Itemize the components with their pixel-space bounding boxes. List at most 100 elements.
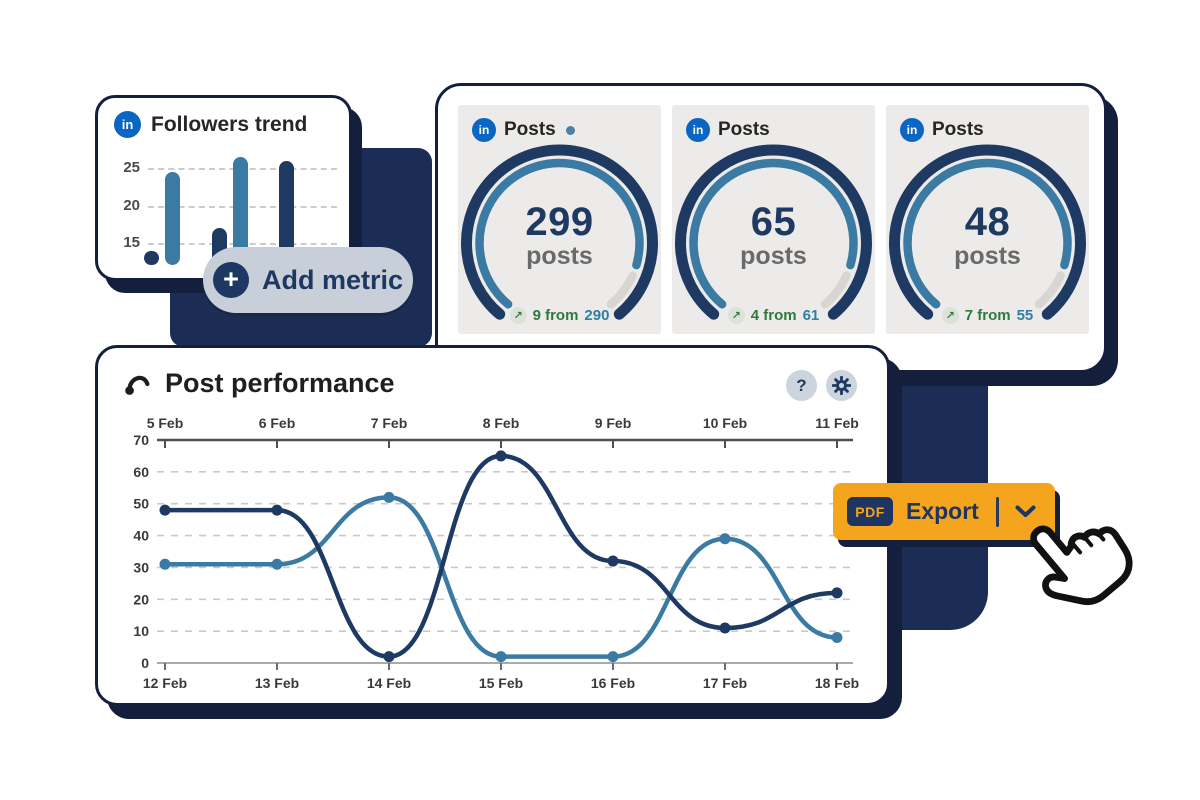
x-axis-label-top: 11 Feb bbox=[815, 415, 859, 431]
add-metric-button[interactable]: + Add metric bbox=[203, 247, 413, 313]
x-axis-label-top: 9 Feb bbox=[595, 415, 632, 431]
bar bbox=[278, 160, 294, 265]
y-axis-label: 40 bbox=[133, 528, 149, 544]
gauge-arc bbox=[889, 144, 1086, 320]
gauge-title: Posts bbox=[504, 119, 556, 140]
gauge-inner-arc bbox=[903, 158, 1072, 309]
gauge-remainder-arc bbox=[606, 271, 637, 309]
change-text: 7 from bbox=[964, 307, 1011, 324]
gauge-unit: posts bbox=[526, 242, 593, 270]
settings-button[interactable] bbox=[826, 370, 857, 401]
linkedin-icon: in bbox=[114, 111, 141, 138]
gauge-inner-arc bbox=[689, 158, 858, 309]
change-text: 4 from bbox=[750, 307, 797, 324]
gauge-value: 65 bbox=[750, 200, 797, 244]
add-metric-label: Add metric bbox=[261, 264, 404, 295]
series-dark-path bbox=[162, 453, 840, 659]
post-performance-card: Post performance ? 5 Feb 6 Feb 7 Feb 8 Feb 9… bbox=[95, 345, 890, 706]
post-performance-title: Post performance bbox=[165, 368, 395, 398]
change-previous-value: 290 bbox=[584, 307, 610, 324]
series-light-point bbox=[719, 533, 731, 545]
series-light-point bbox=[271, 558, 283, 570]
y-axis-label: 0 bbox=[141, 655, 149, 671]
posts-gauge-card: in Posts 65 posts ↗ 4 from 61 bbox=[672, 105, 875, 334]
posts-gauge-card: in Posts 48 posts ↗ 7 from 55 bbox=[886, 105, 1089, 334]
post-performance-line-chart: 5 Feb 6 Feb 7 Feb 8 Feb 9 Feb 10 Feb 11 Feb 12 … bbox=[133, 415, 859, 691]
change-text: 9 from bbox=[532, 307, 579, 324]
x-axis-label-bottom: 17 Feb bbox=[703, 675, 747, 691]
chevron-down-icon bbox=[1015, 505, 1036, 517]
gauge-arc bbox=[675, 144, 872, 320]
y-axis-label: 60 bbox=[133, 464, 149, 480]
x-axis-label-bottom: 12 Feb bbox=[143, 675, 187, 691]
trend-up-arrow-icon: ↗ bbox=[509, 307, 527, 324]
status-dot bbox=[565, 125, 575, 135]
y-axis-label: 10 bbox=[133, 623, 149, 639]
posts-gauges-panel: in Posts 299 posts ↗ 9 from 290 in Posts bbox=[435, 83, 1107, 373]
gauge-unit: posts bbox=[954, 242, 1021, 270]
x-axis-label-bottom: 15 Feb bbox=[479, 675, 523, 691]
posts-gauge-card: in Posts 299 posts ↗ 9 from 290 bbox=[458, 105, 661, 334]
bar bbox=[143, 250, 159, 265]
bar bbox=[232, 156, 248, 265]
y-axis-label: 15 bbox=[123, 234, 140, 251]
x-axis-label-top: 5 Feb bbox=[147, 415, 184, 431]
bar bbox=[164, 171, 180, 265]
x-axis-label-bottom: 18 Feb bbox=[815, 675, 859, 691]
performance-trend-icon bbox=[125, 375, 150, 395]
series-light-point bbox=[607, 651, 619, 663]
x-axis-label-bottom: 14 Feb bbox=[367, 675, 411, 691]
y-axis-label: 20 bbox=[123, 196, 140, 214]
x-axis-label-top: 6 Feb bbox=[259, 415, 296, 431]
linkedin-icon: in bbox=[472, 118, 496, 142]
trend-up-arrow-icon: ↗ bbox=[727, 307, 745, 324]
x-axis-label-top: 7 Feb bbox=[371, 415, 408, 431]
series-dark-point bbox=[607, 555, 619, 567]
gauge-remainder-arc bbox=[1034, 271, 1065, 309]
change-previous-value: 61 bbox=[802, 307, 820, 324]
series-light-point bbox=[383, 491, 395, 503]
linkedin-icon: in bbox=[686, 118, 710, 142]
series-dark-point bbox=[159, 504, 171, 516]
export-dropdown-toggle[interactable] bbox=[1015, 505, 1036, 518]
change-previous-value: 55 bbox=[1016, 307, 1034, 324]
gauge-unit: posts bbox=[740, 242, 807, 270]
export-label: Export bbox=[906, 498, 979, 524]
export-button[interactable]: PDF Export bbox=[833, 483, 1055, 540]
gauge-outer-arc bbox=[889, 144, 1086, 320]
pdf-badge: PDF bbox=[847, 497, 893, 526]
series-dark-point bbox=[271, 504, 283, 516]
series-dark-point bbox=[831, 587, 843, 599]
linkedin-icon: in bbox=[900, 118, 924, 142]
trend-up-arrow-icon: ↗ bbox=[941, 307, 959, 324]
x-axis-label-top: 10 Feb bbox=[703, 415, 747, 431]
series-dark-point bbox=[383, 651, 395, 663]
x-axis-label-top: 8 Feb bbox=[483, 415, 520, 431]
gauge-title: Posts bbox=[932, 119, 984, 140]
gauge-value: 48 bbox=[964, 200, 1011, 244]
export-divider bbox=[995, 496, 999, 527]
series-light-path bbox=[162, 495, 840, 659]
y-axis-label: 20 bbox=[133, 591, 149, 607]
gear-icon bbox=[832, 376, 851, 395]
y-axis-label: 25 bbox=[123, 159, 140, 176]
gauge-remainder-arc bbox=[820, 271, 851, 309]
gauge-inner-arc bbox=[475, 158, 644, 309]
series-dark-point bbox=[719, 622, 731, 634]
help-button[interactable]: ? bbox=[786, 370, 817, 401]
gauge-title: Posts bbox=[718, 119, 770, 140]
question-mark-icon: ? bbox=[796, 375, 807, 395]
gauge-outer-arc bbox=[675, 144, 872, 320]
followers-trend-title: Followers trend bbox=[151, 112, 308, 136]
gauge-outer-arc bbox=[461, 144, 658, 320]
gauge-arc bbox=[461, 144, 658, 320]
plus-icon: + bbox=[212, 262, 249, 298]
y-axis-label: 70 bbox=[133, 432, 149, 448]
series-light-point bbox=[159, 558, 171, 570]
gauge-value: 299 bbox=[525, 200, 594, 244]
series-light-point bbox=[495, 651, 507, 663]
hand-cursor-icon bbox=[1030, 525, 1133, 606]
y-axis-label: 30 bbox=[133, 559, 149, 575]
decorative-navy-block-right bbox=[888, 330, 988, 630]
